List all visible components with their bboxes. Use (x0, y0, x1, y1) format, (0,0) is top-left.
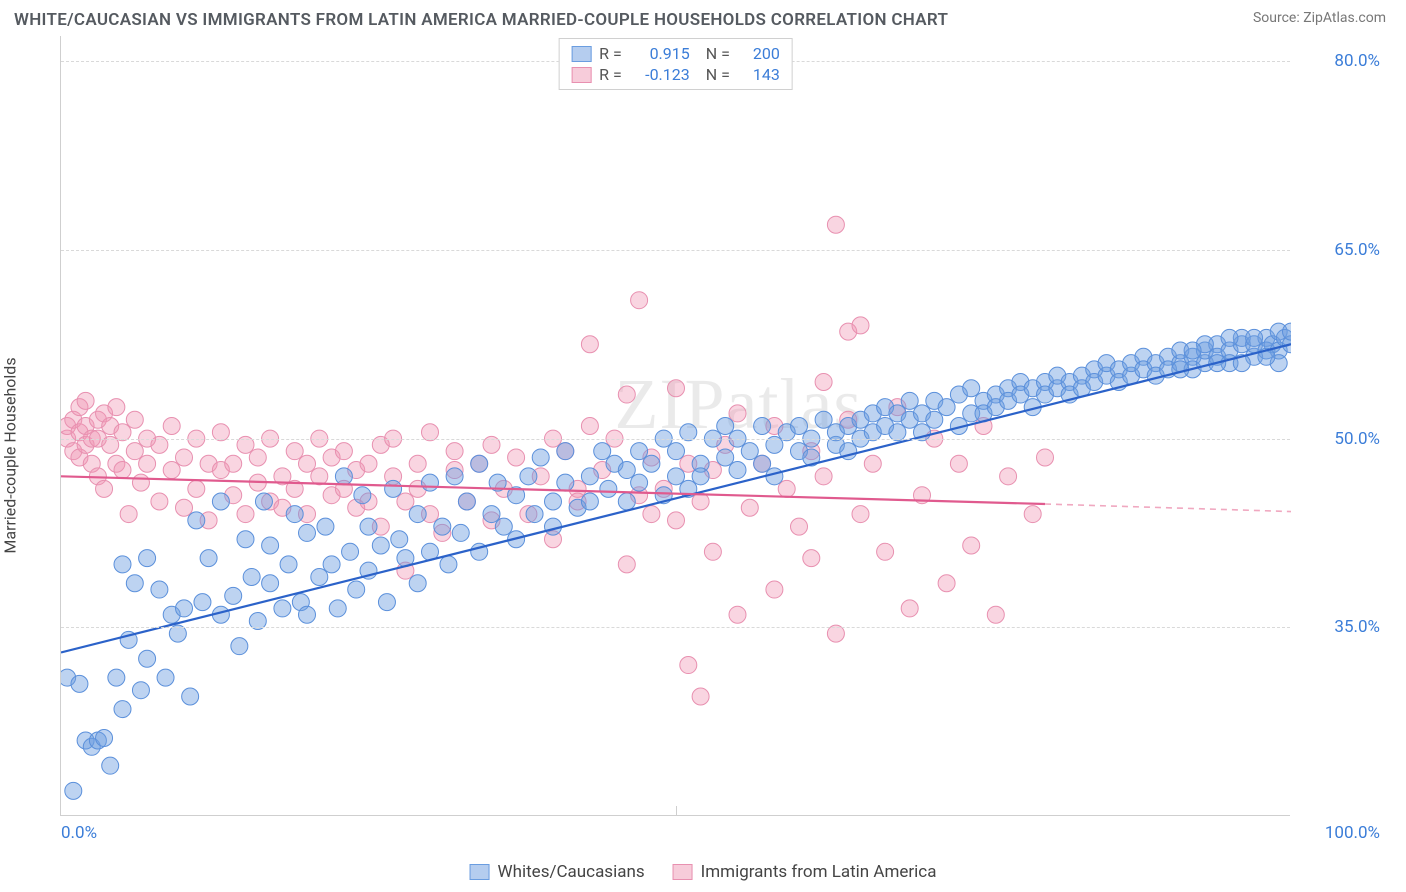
stat-r-label: R = (599, 65, 622, 84)
scatter-svg (61, 36, 1291, 816)
correlation-stats-box: R = 0.915 N = 200 R = -0.123 N = 143 (558, 38, 793, 90)
x-tick-label: 0.0% (61, 823, 97, 843)
stat-r-value: 0.915 (630, 44, 690, 63)
swatch-icon (470, 864, 490, 880)
stat-n-label: N = (698, 65, 730, 84)
y-tick-label: 65.0% (1300, 240, 1380, 260)
y-tick-label: 80.0% (1300, 51, 1380, 71)
swatch-icon (673, 864, 693, 880)
y-tick-label: 50.0% (1300, 429, 1380, 449)
stat-n-value: 143 (738, 65, 780, 84)
y-tick-label: 35.0% (1300, 617, 1380, 637)
chart-legend: Whites/Caucasians Immigrants from Latin … (470, 862, 937, 882)
legend-item: Whites/Caucasians (470, 862, 645, 882)
stats-row: R = 0.915 N = 200 (571, 43, 780, 64)
scatter-plot: ZIPatlas R = 0.915 N = 200 R = -0.123 N … (60, 36, 1290, 816)
swatch-icon (571, 46, 591, 62)
swatch-icon (571, 67, 591, 83)
stats-row: R = -0.123 N = 143 (571, 64, 780, 85)
legend-label: Whites/Caucasians (498, 862, 645, 882)
stat-r-label: R = (599, 44, 622, 63)
gridline (61, 627, 1290, 628)
gridline (61, 250, 1290, 251)
source-label: Source: ZipAtlas.com (1253, 10, 1386, 26)
stat-n-label: N = (698, 44, 730, 63)
legend-label: Immigrants from Latin America (701, 862, 937, 882)
stat-r-value: -0.123 (630, 65, 690, 84)
x-tick-label: 100.0% (1300, 823, 1380, 843)
chart-title: WHITE/CAUCASIAN VS IMMIGRANTS FROM LATIN… (14, 10, 948, 30)
gridline (61, 439, 1290, 440)
x-tick-mark (676, 806, 677, 816)
chart-container: Married-couple Households ZIPatlas R = 0… (14, 36, 1386, 856)
y-axis-label: Married-couple Households (1, 357, 20, 553)
stat-n-value: 200 (738, 44, 780, 63)
legend-item: Immigrants from Latin America (673, 862, 937, 882)
